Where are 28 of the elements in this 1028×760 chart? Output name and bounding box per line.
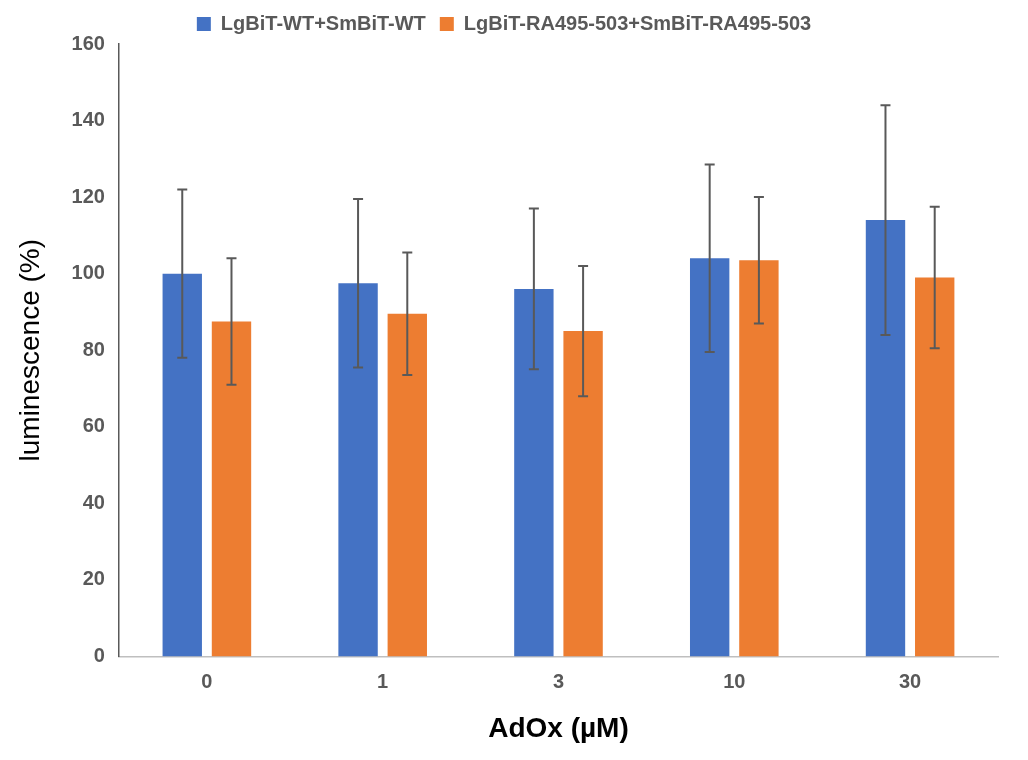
y-tick-label: 100: [71, 261, 105, 284]
bar: [338, 283, 378, 657]
x-tick-label: 10: [723, 669, 746, 692]
x-tick-label: 30: [898, 669, 922, 692]
legend-label: LgBiT-RA495-503+SmBiT-RA495-503: [463, 11, 812, 34]
bar: [387, 313, 427, 657]
y-tick-label: 0: [93, 643, 105, 666]
legend-label: LgBiT-WT+SmBiT-WT: [220, 11, 426, 34]
bar: [915, 277, 955, 657]
bar: [162, 273, 202, 657]
bar: [563, 331, 603, 657]
y-tick-label: 80: [82, 337, 105, 360]
x-axis-title: AdOx (µM): [488, 711, 629, 743]
bar: [739, 260, 779, 657]
bar: [689, 258, 730, 657]
y-tick-label: 160: [71, 31, 105, 54]
y-tick-label: 40: [82, 490, 105, 513]
bar: [211, 321, 252, 657]
x-tick-label: 0: [201, 669, 213, 692]
y-tick-label: 60: [82, 414, 105, 437]
y-tick-label: 140: [71, 108, 105, 131]
bar: [865, 220, 906, 657]
x-tick-label: 3: [552, 669, 565, 692]
y-tick-label: 120: [71, 184, 105, 207]
y-tick-label: 20: [82, 567, 105, 590]
x-tick-label: 1: [377, 669, 389, 692]
y-axis-title: luminescence (%): [13, 238, 45, 462]
bar: [514, 288, 554, 657]
